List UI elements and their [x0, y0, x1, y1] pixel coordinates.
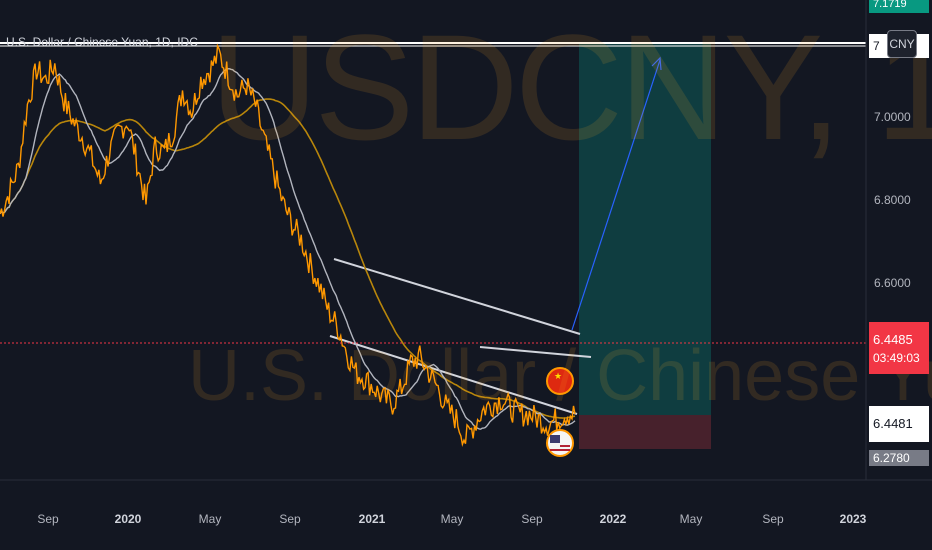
time-label: Sep [37, 512, 59, 526]
countdown-value: 03:49:03 [873, 351, 920, 365]
price-line [0, 43, 576, 448]
price-tick-2: 6.8000 [874, 193, 911, 207]
time-label: 2022 [599, 512, 627, 526]
chart-title: U.S. Dollar / Chinese Yuan, 1D, IDC [6, 35, 198, 49]
ma-fast-line [0, 67, 576, 430]
price-tick-3: 6.6000 [874, 276, 911, 290]
currency-button[interactable]: CNY [887, 30, 917, 58]
resistance-line [0, 42, 866, 47]
last-price-tag: 6.4485 03:49:03 [869, 322, 929, 374]
price-axis-bg [866, 0, 932, 480]
time-label: Sep [521, 512, 543, 526]
top-price-tag: 7.1719 [869, 0, 929, 13]
channel-upper [333, 258, 581, 335]
time-label: Sep [762, 512, 784, 526]
time-label: 2021 [358, 512, 386, 526]
trend-channels [329, 258, 592, 415]
time-label: 2020 [114, 512, 142, 526]
price-tick-1: 7.0000 [874, 110, 911, 124]
svg-text:★: ★ [554, 372, 562, 382]
projection-arrow [571, 56, 662, 331]
stop-price-tag: 6.4481 [869, 406, 929, 442]
stop-zone [579, 415, 711, 449]
watermark-symbol: USDCNY, 1D [210, 3, 932, 171]
flag-cn-icon[interactable]: ★ [546, 367, 574, 395]
time-label: Sep [279, 512, 301, 526]
flag-us-icon[interactable] [546, 429, 574, 457]
channel-lower [329, 335, 578, 415]
bottom-price-tag: 6.2780 [869, 450, 929, 466]
ma-slow-line [0, 98, 576, 419]
time-label: May [440, 512, 464, 526]
time-label: May [198, 512, 222, 526]
last-price-value: 6.4485 [873, 332, 913, 347]
watermark-name: U.S. Dollar / Chinese Yuan [188, 336, 932, 416]
time-label: May [679, 512, 703, 526]
channel-mid [479, 346, 592, 358]
time-label: 2023 [839, 512, 867, 526]
